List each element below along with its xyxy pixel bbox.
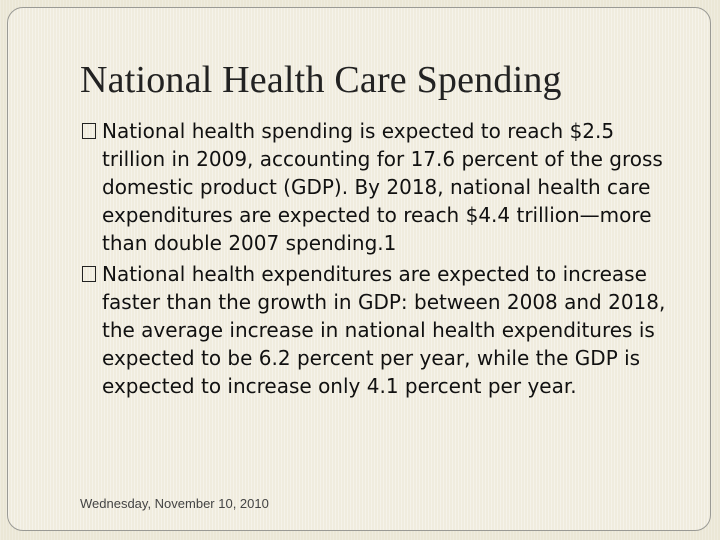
bullet-text: National health spending is expected to … [102,119,663,255]
bullet-item: National health spending is expected to … [82,117,682,257]
footer-date: Wednesday, November 10, 2010 [80,496,269,511]
bullet-list: National health spending is expected to … [82,117,682,403]
slide-frame [7,7,711,531]
box-glyph-icon [82,123,96,139]
bullet-item: National health expenditures are expecte… [82,260,682,400]
bullet-text: National health expenditures are expecte… [102,262,666,398]
slide-title: National Health Care Spending [80,59,562,101]
box-glyph-icon [82,266,96,282]
